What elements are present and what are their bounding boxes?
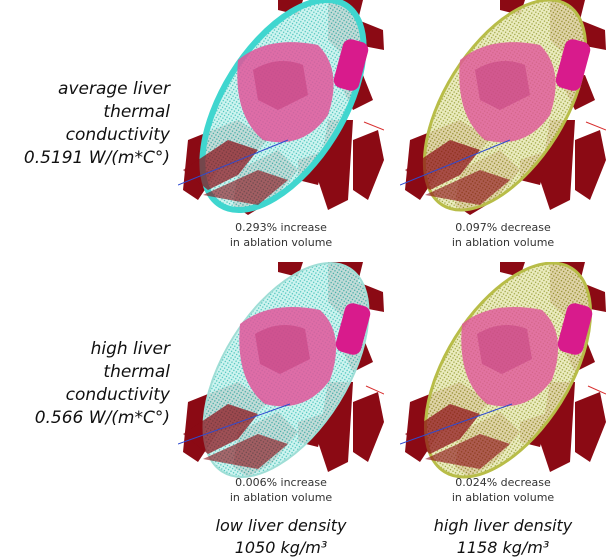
row-label-line: high liver xyxy=(90,339,170,359)
caption-avg-high: 0.097% decrease in ablation volume xyxy=(400,220,606,250)
caption-high-low: 0.006% increase in ablation volume xyxy=(178,475,384,505)
column-label-high-density: high liver density 1158 kg/m³ xyxy=(393,515,606,559)
column-label-line: 1050 kg/m³ xyxy=(234,538,328,557)
simulation-panel-avg-low xyxy=(178,0,384,220)
column-label-line: 1158 kg/m³ xyxy=(456,538,550,557)
column-label-line: high liver density xyxy=(433,516,573,535)
simulation-panel-high-high xyxy=(400,262,606,482)
caption-metric: in ablation volume xyxy=(229,236,333,249)
row-label-line: average liver xyxy=(58,79,170,99)
row-label-average-conductivity: average liver thermal conductivity 0.519… xyxy=(0,78,170,170)
row-label-high-conductivity: high liver thermal conductivity 0.566 W/… xyxy=(0,338,170,430)
caption-change: 0.006% increase xyxy=(235,476,327,489)
caption-change: 0.024% decrease xyxy=(455,476,551,489)
column-label-low-density: low liver density 1050 kg/m³ xyxy=(171,515,391,559)
simulation-panel-high-low xyxy=(178,262,384,482)
row-label-line: thermal conductivity xyxy=(65,102,170,145)
caption-metric: in ablation volume xyxy=(451,236,555,249)
simulation-panel-avg-high xyxy=(400,0,606,220)
caption-metric: in ablation volume xyxy=(451,491,555,504)
caption-metric: in ablation volume xyxy=(229,491,333,504)
caption-change: 0.293% increase xyxy=(235,221,327,234)
row-label-line: 0.566 W/(m*C°) xyxy=(34,408,170,428)
column-label-line: low liver density xyxy=(215,516,347,535)
caption-high-high: 0.024% decrease in ablation volume xyxy=(400,475,606,505)
caption-avg-low: 0.293% increase in ablation volume xyxy=(178,220,384,250)
caption-change: 0.097% decrease xyxy=(455,221,551,234)
row-label-line: 0.5191 W/(m*C°) xyxy=(23,148,170,168)
row-label-line: thermal conductivity xyxy=(65,362,170,405)
